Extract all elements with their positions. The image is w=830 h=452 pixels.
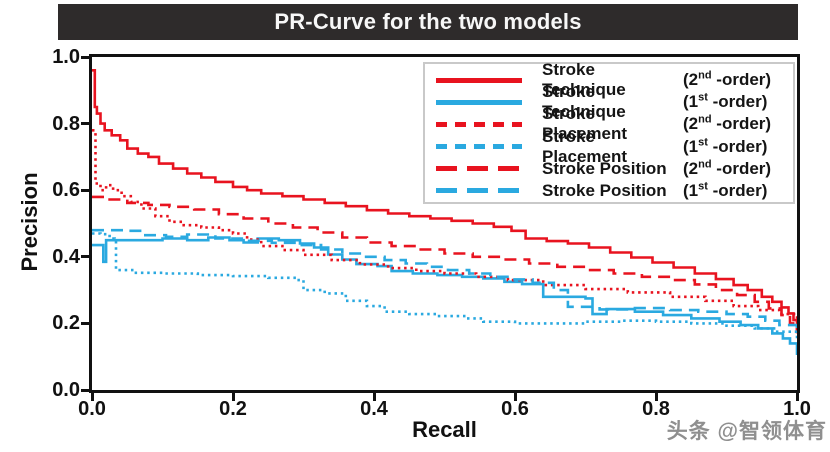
x-axis-label: Recall — [412, 417, 477, 442]
curve-stroke-technique-2nd — [92, 69, 797, 334]
legend-row-stroke-technique-1st: Stroke Technique (1st -order) — [436, 82, 793, 121]
legend-row-stroke-placement-2nd: Stroke Placement (2nd -order) — [436, 104, 793, 143]
y-tick-mark — [81, 122, 90, 126]
chart-title-bar: PR-Curve for the two models — [58, 4, 798, 40]
x-tick-mark — [231, 392, 235, 401]
legend-row-stroke-position-1st: Stroke Position (1st -order) — [436, 180, 793, 201]
legend-series-name: Stroke Placement — [542, 104, 628, 144]
legend-series-order: (2nd -order) — [683, 69, 772, 90]
legend-row-stroke-position-2nd: Stroke Position (2nd -order) — [436, 158, 793, 179]
legend-line-sample-dashed — [436, 188, 522, 194]
y-tick-mark — [81, 188, 90, 192]
y-tick-label: 0.4 — [52, 245, 80, 268]
curve-stroke-position-1st — [92, 228, 797, 334]
legend-series-name: Stroke Technique — [542, 60, 626, 100]
legend-line-sample-dashed — [436, 166, 522, 172]
y-tick-label: 0.0 — [52, 379, 80, 401]
legend-series-order: (1st -order) — [683, 180, 768, 200]
curves-canvas — [92, 69, 797, 355]
legend-line-sample-dotted — [436, 121, 522, 127]
chart-title: PR-Curve for the two models — [274, 9, 582, 34]
x-tick-label: 0.2 — [219, 398, 247, 420]
y-tick-label: 0.2 — [52, 312, 80, 335]
curve-stroke-placement-1st — [92, 232, 797, 339]
x-tick-mark — [372, 392, 376, 401]
legend-series-name: Stroke Position — [542, 158, 667, 178]
x-tick-label: 1.0 — [783, 398, 811, 420]
legend-line-sample-dotted — [436, 144, 522, 150]
y-tick-mark — [81, 321, 90, 325]
legend-series-order: (1st -order) — [683, 135, 768, 156]
legend-line-sample-solid — [436, 77, 522, 83]
x-tick-label: 0.4 — [360, 398, 388, 420]
legend-line-sample-solid — [436, 99, 522, 105]
y-tick-label: 0.8 — [52, 112, 80, 135]
legend-row-stroke-placement-1st: Stroke Placement (1st -order) — [436, 127, 793, 166]
watermark: 头条 @智领体育 — [666, 420, 827, 443]
x-tick-label: 0.0 — [78, 398, 106, 420]
curve-stroke-position-2nd — [92, 195, 797, 331]
legend-series-name: Stroke Technique — [542, 82, 626, 122]
legend-series-name: Stroke Placement — [542, 126, 628, 166]
y-tick-label: 0.6 — [52, 179, 80, 202]
legend-series-order: (1st -order) — [683, 91, 768, 112]
x-tick-mark — [795, 392, 799, 401]
y-tick-mark — [81, 255, 90, 259]
y-tick-label: 1.0 — [52, 46, 80, 68]
legend-series-name: Stroke Position — [542, 180, 667, 200]
legend-series-order: (2nd -order) — [683, 113, 772, 134]
legend-row-stroke-technique-2nd: Stroke Technique (2nd -order) — [436, 60, 793, 99]
x-tick-label: 0.6 — [501, 398, 529, 420]
legend: Stroke Technique (2nd -order) Stroke Techn… — [423, 60, 795, 204]
plot-area: 0.0 0.2 0.4 0.6 0.8 1.0 0.0 0.2 0.4 0.6 0.8 1.0 Str… — [52, 46, 811, 420]
x-tick-mark — [513, 392, 517, 401]
x-tick-label: 0.8 — [642, 398, 670, 420]
x-tick-mark — [654, 392, 658, 401]
curve-stroke-placement-2nd — [92, 129, 797, 321]
y-tick-mark — [81, 388, 90, 392]
y-tick-mark — [81, 55, 90, 59]
x-tick-mark — [90, 392, 94, 401]
legend-series-order: (2nd -order) — [683, 158, 772, 178]
